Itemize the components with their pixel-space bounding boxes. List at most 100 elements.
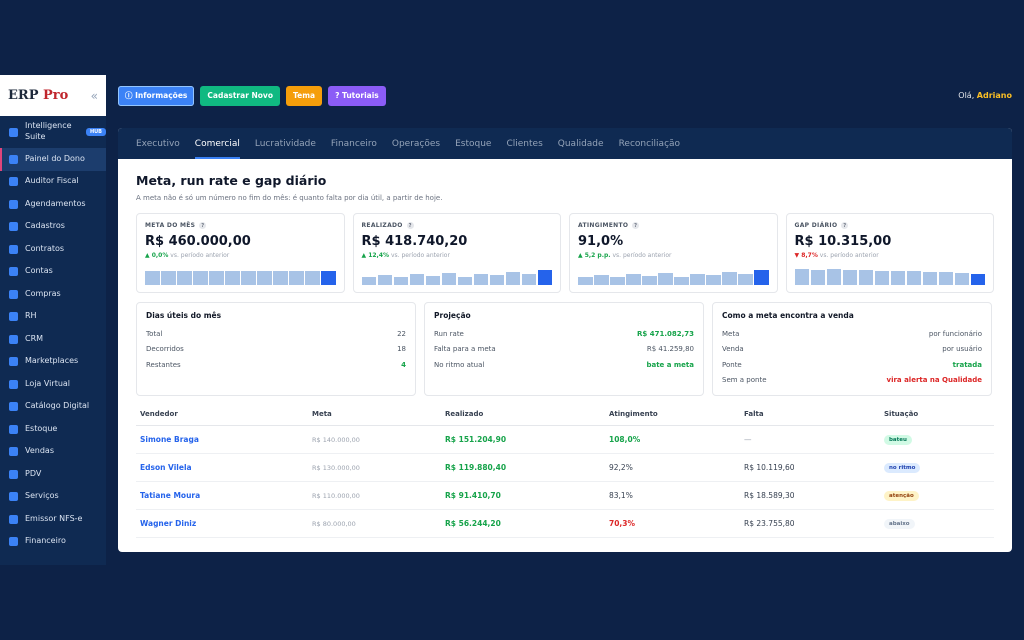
- sparkline-bar: [706, 274, 721, 285]
- table-cell: R$ 10.119,60: [740, 453, 880, 482]
- sidebar-item-contas[interactable]: Contas: [0, 261, 106, 284]
- sidebar-item-contratos[interactable]: Contratos: [0, 238, 106, 261]
- row-label: Total: [146, 329, 163, 338]
- sparkline-bar: [505, 272, 520, 285]
- sidebar-item-servicos[interactable]: Serviços: [0, 486, 106, 509]
- brand-logo[interactable]: ERP Pro: [8, 88, 69, 103]
- row-label: Venda: [722, 345, 744, 354]
- module-icon: [9, 537, 18, 547]
- row-value: R$ 471.082,73: [637, 329, 694, 338]
- sidebar-item-loja-virtual[interactable]: Loja Virtual: [0, 373, 106, 396]
- kpi-label-text: META DO MÊS: [145, 222, 196, 229]
- register-new-button[interactable]: Cadastrar Novo: [200, 85, 280, 106]
- sidebar-item-label: Emissor NFS-e: [25, 513, 83, 523]
- sparkline-bar: [722, 272, 737, 285]
- sparkline-bar: [922, 271, 937, 285]
- table-cell: bateu: [880, 425, 994, 454]
- atingimento-value: 92,2%: [609, 462, 633, 472]
- kpi-delta-value: ▼ 8,7%: [794, 252, 818, 259]
- sidebar-item-estoque[interactable]: Estoque: [0, 418, 106, 441]
- vendor-link[interactable]: Edson Vilela: [140, 462, 192, 472]
- module-icon: [9, 127, 18, 137]
- column-header: Falta: [740, 403, 880, 426]
- tab-executivo[interactable]: Executivo: [136, 138, 180, 149]
- sidebar-item-vendas[interactable]: Vendas: [0, 441, 106, 464]
- tab-reconciliacao[interactable]: Reconciliação: [618, 138, 681, 149]
- kpi-compare-label: vs. período anterior: [170, 252, 230, 259]
- kpi-value: R$ 460.000,00: [145, 234, 251, 249]
- tab-qualidade[interactable]: Qualidade: [557, 138, 604, 149]
- table-cell: R$ 80.000,00: [308, 509, 441, 538]
- sidebar-item-intelligence-suite[interactable]: Intelligence Suite HUB: [0, 116, 106, 148]
- tab-clientes[interactable]: Clientes: [506, 138, 543, 149]
- sidebar-item-marketplaces[interactable]: Marketplaces: [0, 351, 106, 374]
- tab-comercial[interactable]: Comercial: [194, 128, 240, 159]
- help-icon[interactable]: ?: [406, 222, 414, 229]
- sidebar-nav: Intelligence Suite HUB Painel do Dono Audit…: [0, 116, 106, 553]
- tutorials-button[interactable]: ? Tutoriais: [328, 85, 386, 106]
- tab-estoque[interactable]: Estoque: [455, 138, 492, 149]
- table-cell: 70,3%: [605, 509, 740, 538]
- table-cell: R$ 110.000,00: [308, 481, 441, 510]
- row-label: Restantes: [146, 360, 181, 369]
- column-header: Atingimento: [605, 403, 740, 426]
- sidebar-item-emissor-nfs-e[interactable]: Emissor NFS-e: [0, 508, 106, 531]
- summary-card: Dias úteis do mês Total 22 Decorridos 18 Rest…: [136, 302, 416, 396]
- sparkline-bar: [610, 277, 625, 285]
- sparkline-bar: [794, 268, 809, 285]
- module-icon: [9, 357, 18, 367]
- sidebar-item-compras[interactable]: Compras: [0, 283, 106, 306]
- card-title: Projeção: [434, 311, 471, 320]
- table-cell: R$ 119.880,40: [441, 453, 605, 482]
- info-button[interactable]: ⓘ Informações: [118, 85, 195, 106]
- row-label: Ponte: [722, 360, 742, 369]
- table-cell: R$ 130.000,00: [308, 453, 441, 482]
- vendor-link[interactable]: Tatiane Moura: [140, 490, 201, 500]
- sidebar-item-agendamentos[interactable]: Agendamentos: [0, 193, 106, 216]
- help-icon[interactable]: ?: [199, 222, 207, 229]
- atingimento-value: 83,1%: [609, 490, 633, 500]
- sidebar-item-catalogo-digital[interactable]: Catálogo Digital: [0, 396, 106, 419]
- vendor-link[interactable]: Simone Braga: [140, 434, 199, 444]
- sidebar-item-crm[interactable]: CRM: [0, 328, 106, 351]
- table-cell: R$ 56.244,20: [441, 509, 605, 538]
- sidebar-item-label: Compras: [25, 288, 61, 298]
- table-cell: Tatiane Moura: [136, 481, 308, 510]
- help-icon[interactable]: ?: [841, 222, 849, 229]
- realizado-value: R$ 56.244,20: [445, 518, 501, 528]
- page-title: Meta, run rate e gap diário: [136, 173, 327, 188]
- sparkline-bar: [393, 277, 408, 285]
- sidebar-item-painel-do-dono[interactable]: Painel do Dono: [0, 148, 106, 171]
- collapse-sidebar-icon[interactable]: «: [90, 88, 98, 103]
- tab-operacoes[interactable]: Operações: [391, 138, 441, 149]
- sidebar-item-label: Loja Virtual: [25, 378, 71, 388]
- kpi-label: GAP DIÁRIO?: [795, 222, 986, 229]
- card-title: Dias úteis do mês: [146, 311, 222, 320]
- tab-lucratividade[interactable]: Lucratividade: [254, 138, 316, 149]
- user-name[interactable]: Adriano: [976, 91, 1012, 100]
- sidebar-item-financeiro[interactable]: Financeiro: [0, 531, 106, 554]
- theme-button[interactable]: Tema: [285, 85, 323, 106]
- vendor-link[interactable]: Wagner Diniz: [140, 518, 197, 528]
- summary-card: Como a meta encontra a venda Meta por func…: [712, 302, 992, 396]
- row-label: Decorridos: [146, 345, 184, 354]
- help-icon[interactable]: ?: [632, 222, 640, 229]
- tab-financeiro[interactable]: Financeiro: [330, 138, 377, 149]
- sidebar-item-auditor-fiscal[interactable]: Auditor Fiscal: [0, 171, 106, 194]
- sidebar-item-pdv[interactable]: PDV: [0, 463, 106, 486]
- table-cell: R$ 151.204,90: [441, 425, 605, 454]
- kpi-value: R$ 10.315,00: [794, 234, 892, 249]
- card-row: Falta para a meta R$ 41.259,80: [434, 342, 694, 358]
- table-cell: Wagner Diniz: [136, 509, 308, 538]
- kpi-card: ATINGIMENTO? 91,0% ▲ 5,2 p.p. vs. período …: [569, 213, 778, 293]
- card-row: Ponte tratada: [722, 357, 982, 373]
- sidebar-item-rh[interactable]: RH: [0, 306, 106, 329]
- row-value: 4: [401, 360, 406, 369]
- sparkline-bar: [810, 269, 825, 285]
- status-badge: abaixo: [884, 518, 915, 529]
- sidebar-item-cadastros[interactable]: Cadastros: [0, 216, 106, 239]
- row-value: 22: [397, 329, 406, 338]
- table-cell: Edson Vilela: [136, 453, 308, 482]
- sparkline-bar: [874, 270, 889, 285]
- table-cell: —: [740, 425, 880, 454]
